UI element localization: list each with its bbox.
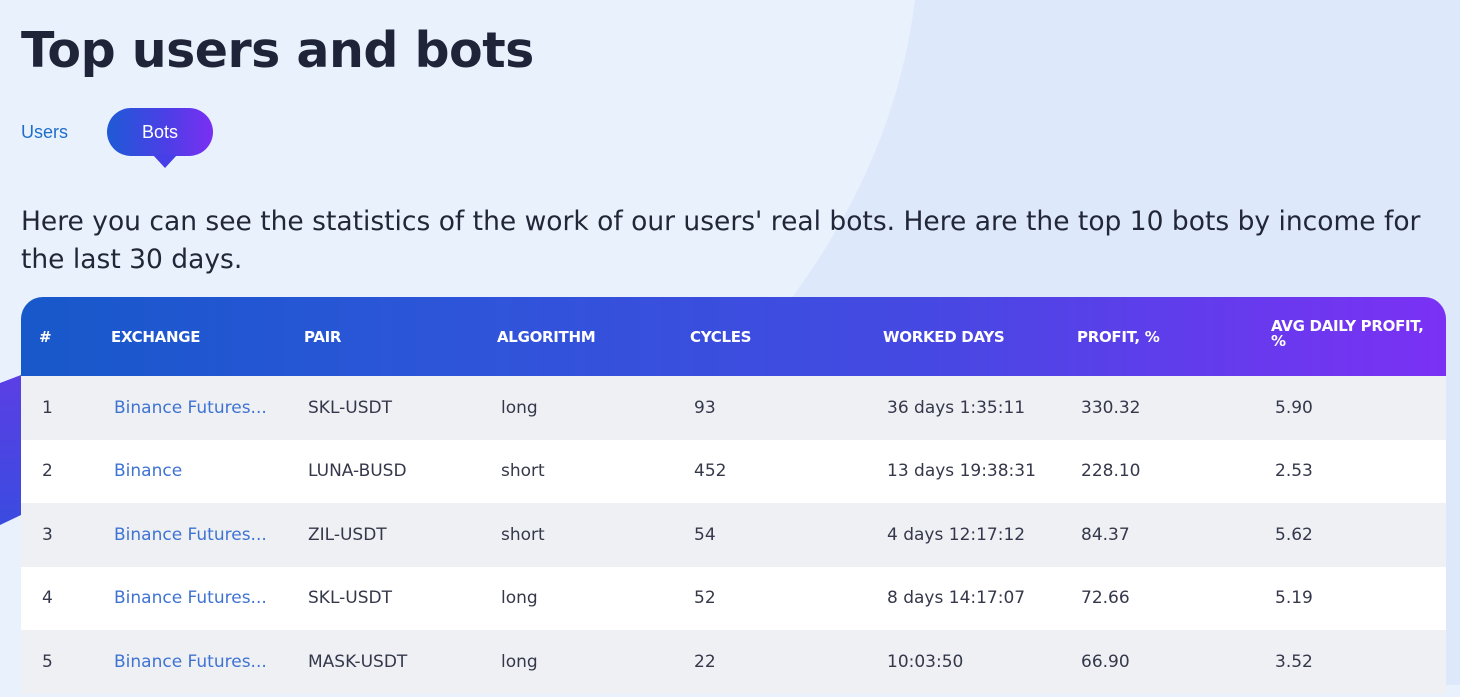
cell-algorithm: short — [501, 524, 545, 545]
intro-text: Here you can see the statistics of the w… — [21, 206, 1421, 275]
cell-cycles: 452 — [694, 461, 727, 482]
cell-rank: 1 — [42, 397, 53, 418]
cell-pair: SKL-USDT — [308, 397, 392, 418]
cell-profit: 72.66 — [1081, 588, 1130, 609]
cell-exchange-link[interactable]: Binance Futures... — [114, 524, 267, 545]
cell-worked-days: 8 days 14:17:07 — [887, 588, 1026, 609]
cell-exchange-link[interactable]: Binance Futures... — [114, 397, 267, 418]
header-pair[interactable]: PAIR — [304, 327, 342, 346]
table-row: 3 Binance Futures... ZIL-USDT short 54 4… — [21, 503, 1446, 567]
cell-worked-days: 36 days 1:35:11 — [887, 397, 1026, 418]
cell-profit: 66.90 — [1081, 651, 1130, 672]
table-row: 5 Binance Futures... MASK-USDT long 22 1… — [21, 630, 1446, 694]
cell-exchange-link[interactable]: Binance — [114, 461, 183, 482]
cell-worked-days: 13 days 19:38:31 — [887, 461, 1036, 482]
header-avg-daily-profit[interactable]: AVG DAILY PROFIT, % — [1271, 317, 1424, 350]
table-row: 1 Binance Futures... SKL-USDT long 93 36… — [21, 376, 1446, 440]
left-accent-shape — [0, 375, 21, 525]
tab-users[interactable]: Users — [21, 121, 69, 142]
cell-exchange-link[interactable]: Binance Futures... — [114, 651, 267, 672]
table-header: # EXCHANGE PAIR ALGORITHM CYCLES WORKED … — [21, 297, 1446, 376]
cell-algorithm: long — [501, 588, 538, 609]
cell-avg-daily-profit: 5.62 — [1275, 524, 1313, 545]
cell-algorithm: long — [501, 397, 538, 418]
cell-algorithm: long — [501, 651, 538, 672]
cell-worked-days: 10:03:50 — [887, 651, 964, 672]
header-profit[interactable]: PROFIT, % — [1077, 327, 1160, 346]
header-rank[interactable]: # — [39, 327, 52, 346]
cell-pair: MASK-USDT — [308, 651, 408, 672]
active-tab-pointer — [153, 155, 177, 168]
cell-rank: 3 — [42, 524, 53, 545]
table-row: 4 Binance Futures... SKL-USDT long 52 8 … — [21, 566, 1446, 630]
cell-algorithm: short — [501, 461, 545, 482]
cell-avg-daily-profit: 3.52 — [1275, 651, 1313, 672]
page-title: Top users and bots — [21, 22, 534, 79]
cell-avg-daily-profit: 5.19 — [1275, 588, 1313, 609]
cell-pair: LUNA-BUSD — [308, 461, 407, 482]
cell-avg-daily-profit: 5.90 — [1275, 397, 1313, 418]
cell-worked-days: 4 days 12:17:12 — [887, 524, 1026, 545]
cell-avg-daily-profit: 2.53 — [1275, 461, 1313, 482]
tab-bots-label: Bots — [141, 121, 179, 142]
cell-pair: ZIL-USDT — [308, 524, 387, 545]
table-row: 2 Binance LUNA-BUSD short 452 13 days 19… — [21, 439, 1446, 503]
header-worked-days[interactable]: WORKED DAYS — [883, 327, 1005, 346]
header-exchange[interactable]: EXCHANGE — [111, 327, 201, 346]
header-algorithm[interactable]: ALGORITHM — [497, 327, 596, 346]
cell-profit: 84.37 — [1081, 524, 1130, 545]
top-bots-table: # EXCHANGE PAIR ALGORITHM CYCLES WORKED … — [21, 297, 1446, 697]
tab-bar: Users Bots — [21, 108, 213, 168]
cell-rank: 4 — [42, 588, 53, 609]
cell-cycles: 54 — [694, 524, 716, 545]
header-cycles[interactable]: CYCLES — [690, 327, 752, 346]
cell-rank: 2 — [42, 461, 53, 482]
cell-profit: 228.10 — [1081, 461, 1141, 482]
cell-exchange-link[interactable]: Binance Futures... — [114, 588, 267, 609]
cell-cycles: 52 — [694, 588, 716, 609]
cell-profit: 330.32 — [1081, 397, 1141, 418]
cell-pair: SKL-USDT — [308, 588, 392, 609]
cell-rank: 5 — [42, 651, 53, 672]
tab-bots[interactable]: Bots — [107, 108, 213, 168]
cell-cycles: 93 — [694, 397, 716, 418]
cell-cycles: 22 — [694, 651, 716, 672]
